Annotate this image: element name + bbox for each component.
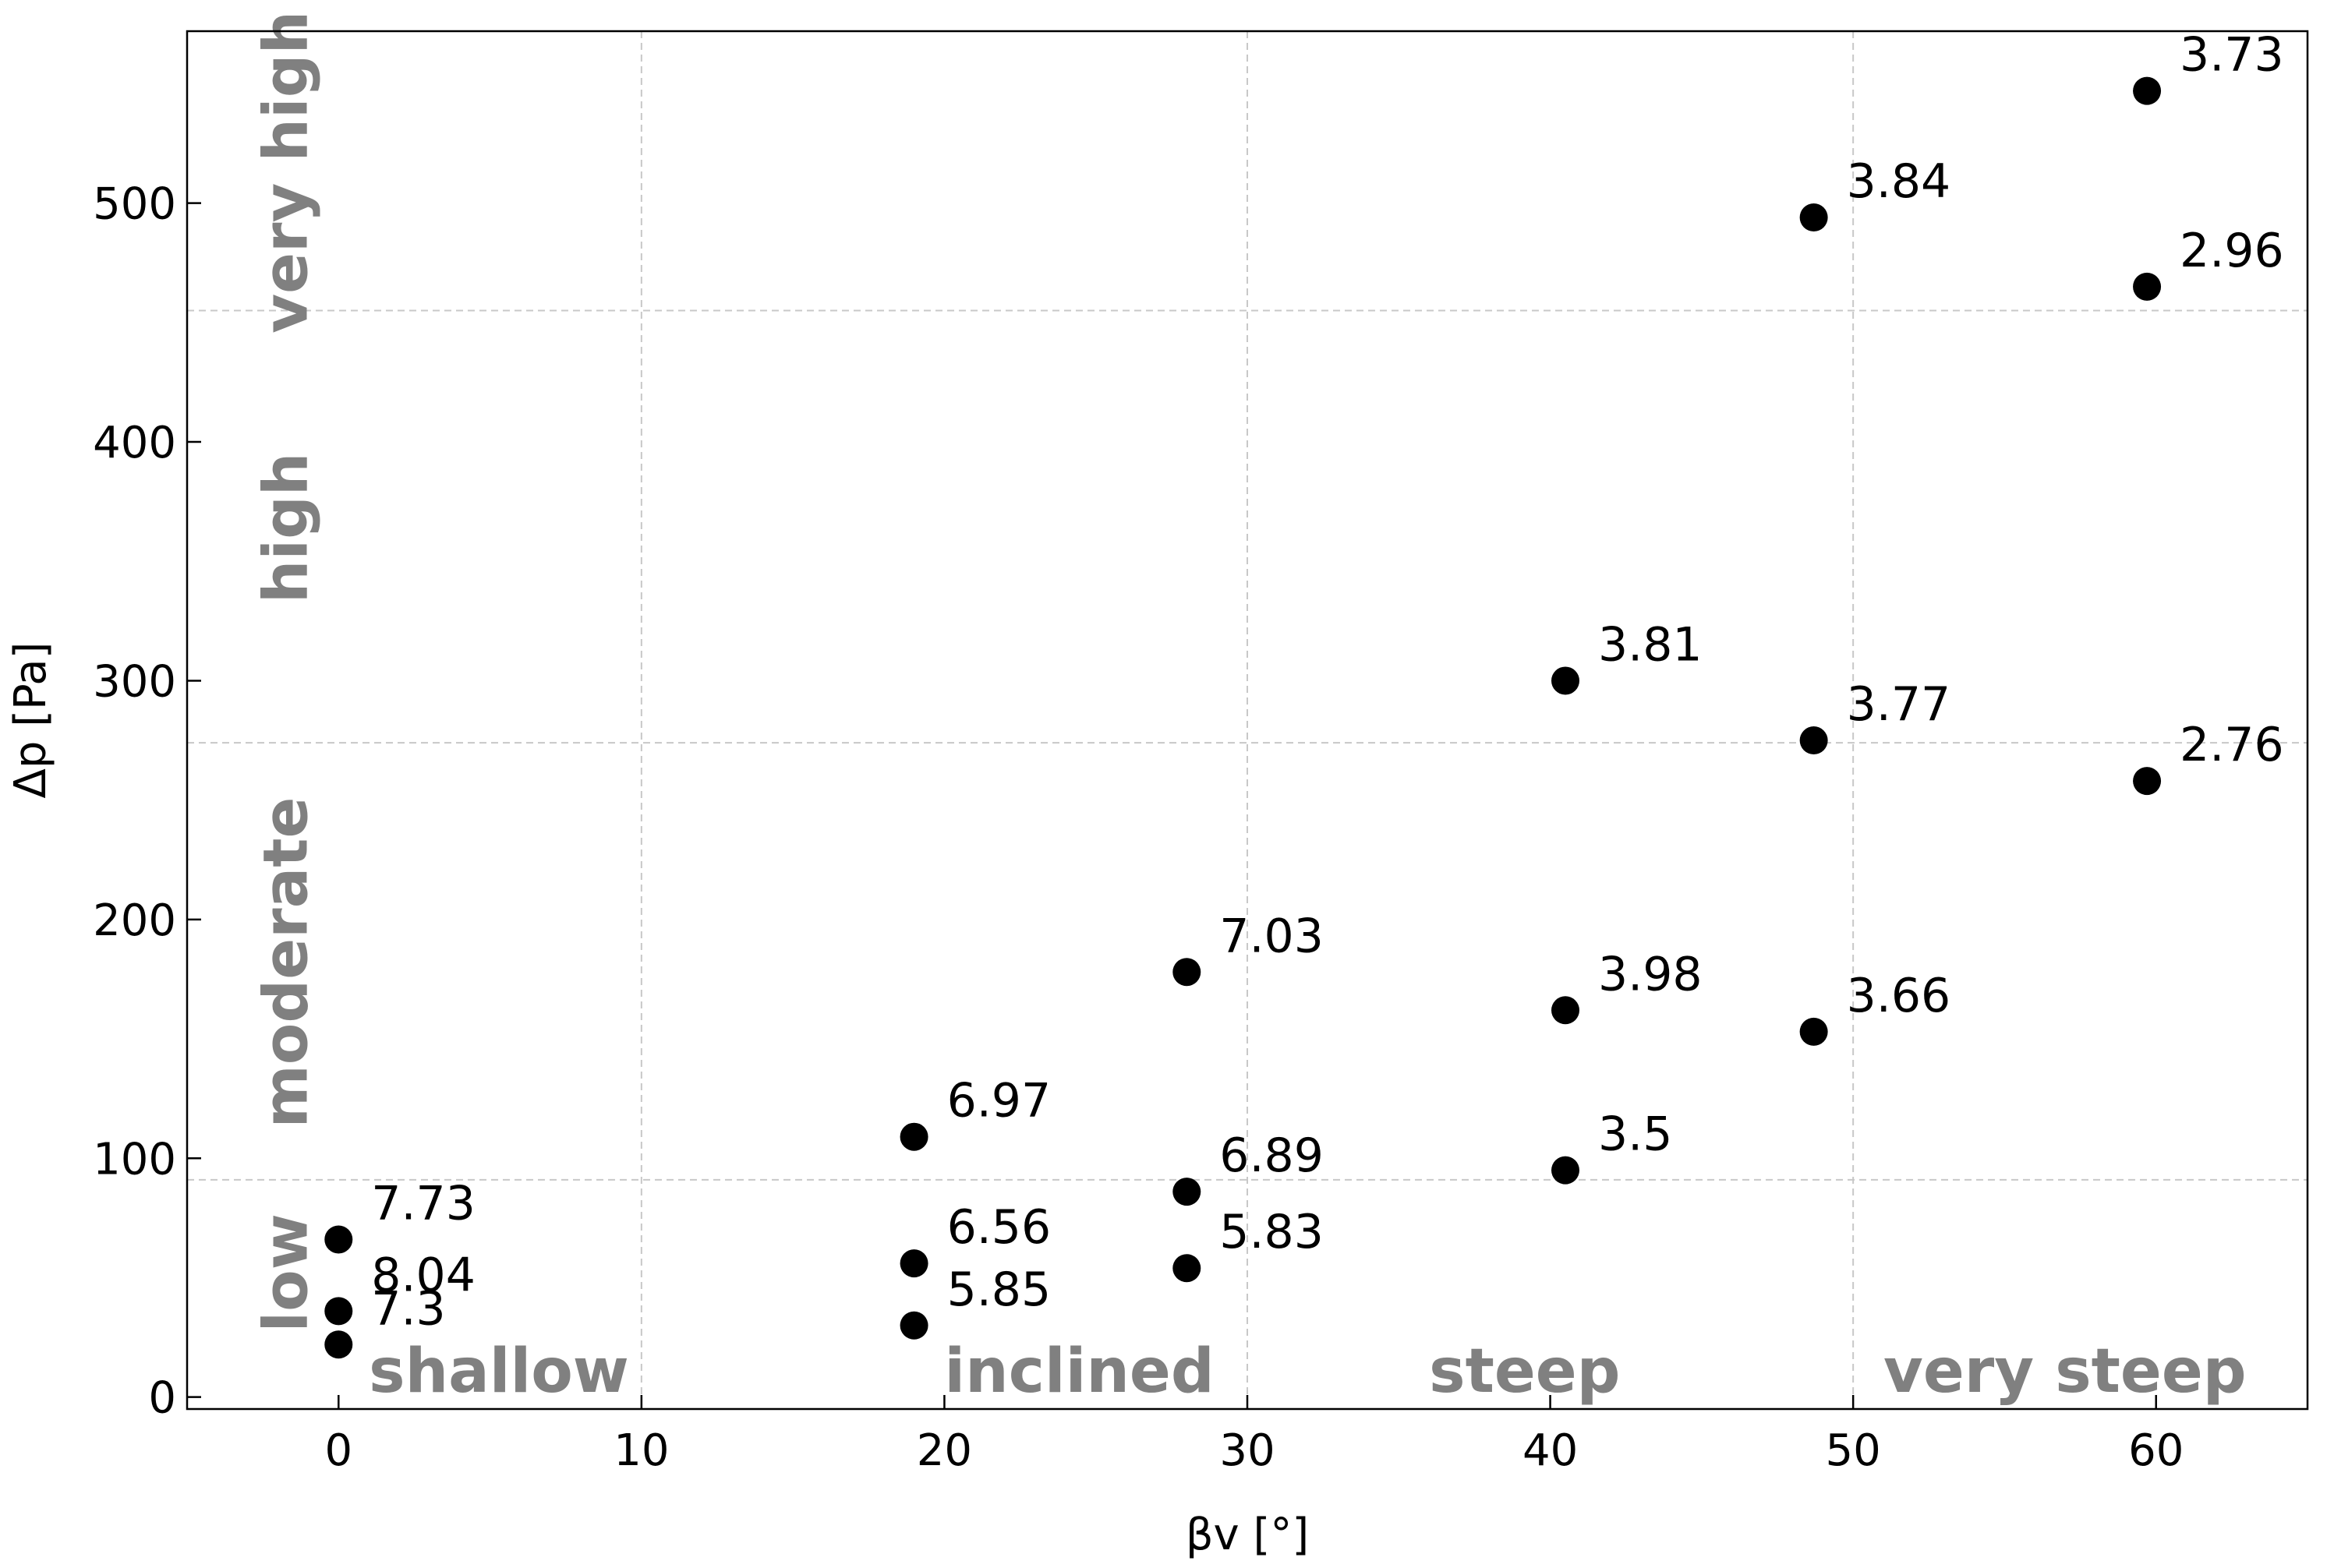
y-region-label: moderate [252,797,322,1128]
data-point [324,1330,353,1359]
x-region-label: very steep [1883,1337,2247,1407]
data-label: 3.84 [1847,154,1951,209]
y-tick-label: 0 [148,1373,176,1424]
data-label: 8.04 [371,1248,476,1302]
x-region-label: steep [1429,1337,1620,1407]
y-tick-label: 200 [93,895,176,946]
data-labels: 7.73 8.047.3 6.97 6.56 5.85 7.03 6.89 5.83 3.81 3… [371,28,2283,1337]
data-point [324,1225,353,1254]
data-points [324,76,2162,1359]
data-point [1172,1178,1201,1206]
data-label: 6.56 [947,1200,1052,1255]
data-label: 3.77 [1847,677,1951,732]
data-point [1551,1156,1579,1185]
y-tick-label: 100 [93,1134,176,1185]
data-point [2133,767,2162,796]
x-tick-label: 30 [1219,1425,1275,1476]
data-point [2133,76,2162,105]
x-region-label: inclined [944,1337,1214,1407]
data-label: 2.96 [2180,224,2284,278]
data-point [324,1297,353,1326]
data-label: 7.03 [1219,909,1324,963]
data-point [1172,958,1201,987]
data-label: 3.81 [1598,617,1703,672]
data-point [2133,272,2162,301]
data-label: 7.3 [371,1281,445,1336]
data-point [1172,1254,1201,1283]
region-labels: shallow inclined steep very steep low moderat… [252,11,2247,1407]
y-region-label: very high [252,11,322,334]
data-label: 5.85 [947,1263,1052,1317]
x-axis-title: βv [°] [1186,1510,1309,1560]
axes: 0 10 20 30 40 50 60 0 100 200 300 400 500 [93,179,2184,1476]
data-label: 3.98 [1598,947,1703,1001]
x-region-label: shallow [369,1337,629,1407]
data-label: 5.83 [1219,1205,1324,1259]
data-label: 6.89 [1219,1128,1324,1183]
y-region-label: low [252,1213,322,1332]
grid-lines [187,31,2308,1409]
data-point [900,1249,928,1278]
data-label: 7.73 [371,1176,476,1231]
plot-frame [186,30,2309,1411]
y-tick-label: 500 [93,179,176,230]
x-tick-label: 40 [1522,1425,1578,1476]
y-region-label: high [252,453,322,604]
x-tick-label: 20 [917,1425,972,1476]
data-point [1799,726,1828,755]
data-label: 6.97 [947,1074,1052,1128]
x-tick-label: 10 [614,1425,669,1476]
data-label: 3.5 [1598,1107,1672,1162]
x-tick-label: 60 [2128,1425,2184,1476]
data-point [1551,666,1579,695]
y-axis-title: Δp [Pa] [5,642,56,799]
data-point [1799,203,1828,232]
data-label: 2.76 [2180,718,2284,772]
data-label: 3.73 [2180,28,2284,83]
y-tick-label: 400 [93,418,176,468]
data-label: 3.66 [1847,969,1951,1023]
x-tick-label: 0 [324,1425,352,1476]
data-point [900,1311,928,1340]
data-point [900,1122,928,1151]
data-point [1551,996,1579,1025]
x-tick-label: 50 [1826,1425,1881,1476]
data-point [1799,1017,1828,1046]
y-tick-label: 300 [93,656,176,707]
